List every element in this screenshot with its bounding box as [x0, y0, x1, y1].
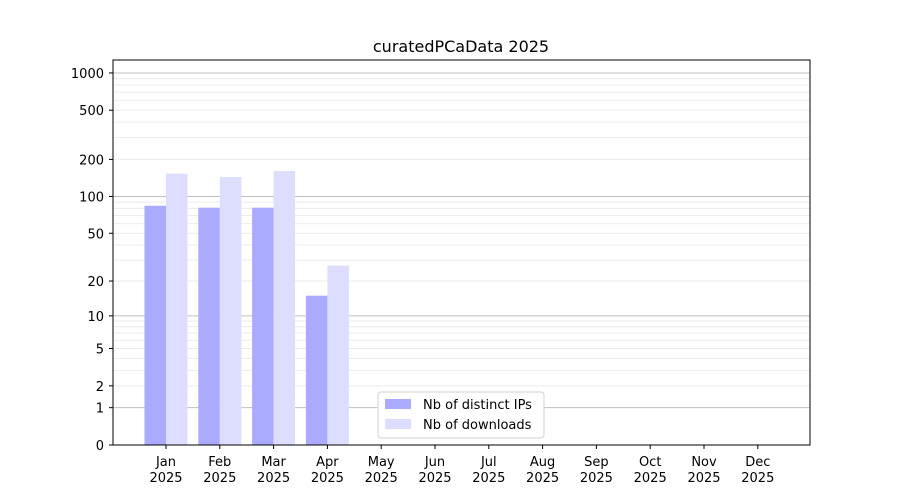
x-tick-label: Dec 2025: [741, 455, 774, 486]
bar-downloads: [327, 265, 349, 445]
y-tick-label: 20: [87, 275, 104, 290]
x-tick-label: Aug 2025: [526, 455, 559, 486]
legend-box: [377, 391, 545, 439]
y-tick-label: 500: [79, 104, 104, 119]
bar-downloads: [273, 171, 296, 445]
bar-downloads: [166, 173, 188, 445]
x-tick-label: Jun 2025: [418, 455, 451, 486]
x-tick-label: Jul 2025: [472, 455, 505, 486]
y-tick-label: 100: [79, 190, 104, 205]
y-tick-label: 2: [96, 380, 104, 395]
bar-distinct-ips: [144, 205, 166, 445]
x-tick-label: Feb 2025: [203, 455, 236, 486]
x-tick-label: May 2025: [365, 455, 398, 486]
legend-swatch: [385, 419, 411, 429]
bar-distinct-ips: [305, 295, 328, 445]
legend: Nb of distinct IPs Nb of downloads: [377, 391, 545, 439]
x-tick-label: Oct 2025: [634, 455, 667, 486]
x-tick-label: Nov 2025: [687, 455, 720, 486]
x-tick-label: Mar 2025: [257, 455, 290, 486]
x-tick-label: Apr 2025: [311, 455, 344, 486]
x-tick-label: Jan 2025: [149, 455, 182, 486]
y-tick-label: 10: [87, 310, 104, 325]
chart-title: curatedPCaData 2025: [373, 37, 549, 56]
bar-distinct-ips: [198, 207, 220, 445]
y-tick-label: 1000: [71, 67, 104, 82]
plot-frame: [112, 59, 811, 446]
y-tick-label: 5: [96, 343, 104, 358]
y-tick-label: 0: [96, 439, 104, 454]
legend-swatch: [385, 399, 411, 409]
bar-downloads: [219, 176, 242, 446]
x-tick-label: Sep 2025: [580, 455, 613, 486]
legend-label: Nb of distinct IPs: [423, 398, 532, 413]
legend-label: Nb of downloads: [423, 418, 532, 433]
y-tick-label: 200: [79, 153, 104, 168]
y-tick-label: 1: [96, 402, 104, 417]
bar-distinct-ips: [252, 207, 274, 445]
y-tick-label: 50: [87, 227, 104, 242]
